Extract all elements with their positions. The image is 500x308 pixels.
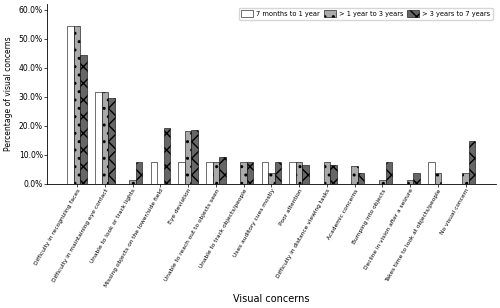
Bar bbox=[462, 173, 469, 184]
Bar bbox=[247, 162, 254, 184]
X-axis label: Visual concerns: Visual concerns bbox=[233, 294, 310, 304]
Bar bbox=[130, 180, 136, 184]
Bar bbox=[185, 131, 192, 184]
Bar bbox=[358, 173, 364, 184]
Bar bbox=[274, 162, 281, 184]
Bar bbox=[262, 161, 268, 184]
Bar bbox=[296, 161, 302, 184]
Bar bbox=[192, 130, 198, 184]
Bar bbox=[150, 161, 157, 184]
Bar bbox=[212, 161, 219, 184]
Bar bbox=[206, 161, 212, 184]
Bar bbox=[80, 55, 87, 184]
Bar bbox=[164, 128, 170, 184]
Bar bbox=[407, 180, 414, 184]
Bar bbox=[428, 161, 434, 184]
Bar bbox=[68, 26, 74, 184]
Bar bbox=[352, 166, 358, 184]
Bar bbox=[290, 161, 296, 184]
Bar bbox=[434, 173, 441, 184]
Bar bbox=[268, 173, 274, 184]
Bar bbox=[330, 165, 336, 184]
Bar bbox=[414, 173, 420, 184]
Legend: 7 months to 1 year, > 1 year to 3 years, > 3 years to 7 years: 7 months to 1 year, > 1 year to 3 years,… bbox=[239, 7, 492, 20]
Bar bbox=[302, 165, 309, 184]
Bar bbox=[108, 98, 114, 184]
Bar bbox=[136, 162, 142, 184]
Bar bbox=[74, 26, 80, 184]
Bar bbox=[102, 92, 108, 184]
Bar bbox=[324, 161, 330, 184]
Bar bbox=[386, 162, 392, 184]
Bar bbox=[178, 161, 185, 184]
Bar bbox=[219, 157, 226, 184]
Y-axis label: Percentage of visual concerns: Percentage of visual concerns bbox=[4, 37, 13, 151]
Bar bbox=[240, 161, 247, 184]
Bar bbox=[379, 180, 386, 184]
Bar bbox=[95, 92, 102, 184]
Bar bbox=[469, 141, 476, 184]
